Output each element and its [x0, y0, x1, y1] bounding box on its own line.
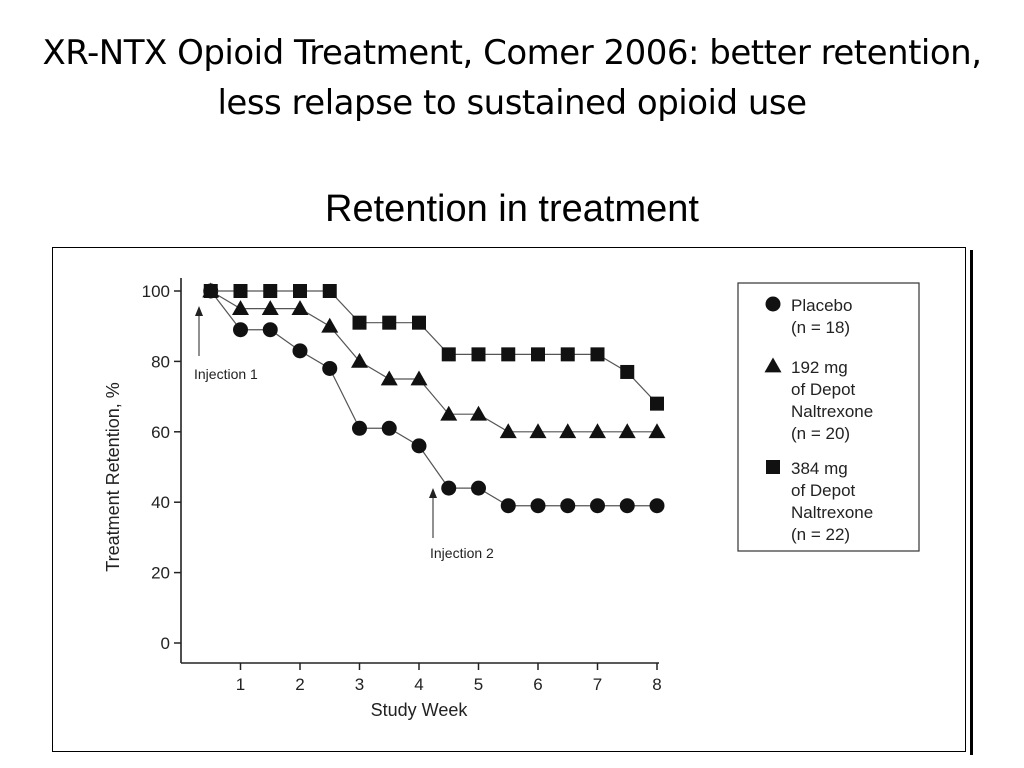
data-point-triangle [589, 423, 606, 439]
data-point-circle [590, 498, 605, 514]
data-point-circle [381, 420, 397, 436]
y-tick-label: 100 [142, 282, 170, 301]
data-point-triangle [470, 405, 487, 421]
legend-label: Naltrexone [791, 402, 873, 421]
data-point-triangle [559, 423, 577, 439]
x-tick-label: 1 [236, 675, 245, 694]
data-point-square [203, 284, 218, 298]
series-line-square [210, 290, 658, 405]
data-point-square [322, 284, 337, 298]
x-tick-label: 7 [593, 675, 602, 694]
legend-label: (n = 20) [791, 424, 850, 443]
x-tick-label: 5 [474, 675, 483, 694]
series-line-triangle [210, 290, 657, 433]
figure-frame-edge [970, 250, 973, 755]
x-tick-label: 2 [295, 675, 304, 694]
data-point-square [382, 315, 397, 330]
x-tick-label: 6 [533, 675, 542, 694]
data-point-triangle [261, 300, 279, 315]
data-point-square [441, 347, 456, 362]
data-point-triangle [410, 370, 428, 386]
x-tick-label: 3 [355, 675, 364, 694]
data-point-circle [530, 498, 546, 514]
data-point-circle [352, 420, 367, 436]
data-point-square [531, 347, 545, 362]
data-point-square [501, 347, 516, 362]
legend-label: of Depot [791, 481, 856, 500]
legend-marker-triangle [764, 357, 782, 373]
data-point-circle [560, 498, 576, 514]
data-point-square [263, 284, 278, 298]
data-point-triangle [529, 423, 547, 439]
data-point-square [352, 315, 367, 330]
figure-frame [52, 247, 966, 752]
legend-label: 384 mg [791, 459, 848, 478]
data-point-circle [500, 498, 516, 514]
y-tick-label: 20 [151, 564, 170, 583]
legend-marker-circle [765, 296, 781, 312]
data-point-circle [233, 322, 248, 338]
legend-marker-square [766, 460, 780, 474]
data-point-triangle [499, 423, 517, 439]
legend-label: (n = 22) [791, 525, 850, 544]
data-point-square [590, 347, 605, 362]
data-point-square [471, 347, 486, 362]
data-point-circle [441, 480, 457, 496]
legend-label: Placebo [791, 296, 852, 315]
y-tick-label: 0 [161, 634, 170, 653]
data-point-circle [411, 438, 427, 454]
injection-2-label: Injection 2 [430, 545, 494, 561]
chart-subtitle: Retention in treatment [325, 188, 699, 230]
slide-title: XR-NTX Opioid Treatment, Comer 2006: bet… [42, 33, 982, 123]
y-axis-label: Treatment Retention, % [103, 382, 123, 571]
injection-1-arrowhead [195, 306, 203, 316]
x-tick-label: 8 [652, 675, 661, 694]
data-point-triangle [380, 370, 398, 386]
data-point-circle [619, 498, 635, 514]
data-point-square [233, 284, 248, 298]
y-tick-label: 60 [151, 423, 170, 442]
legend-label: of Depot [791, 380, 856, 399]
legend-box [737, 282, 920, 552]
y-tick-label: 40 [151, 493, 170, 512]
x-tick-label: 4 [414, 675, 423, 694]
data-point-triangle [351, 352, 368, 368]
data-point-circle [649, 498, 665, 514]
data-point-circle [471, 480, 486, 496]
injection-1-label: Injection 1 [194, 366, 258, 382]
x-axis-label: Study Week [371, 700, 469, 720]
data-point-triangle [291, 300, 309, 315]
injection-2-arrowhead [429, 488, 437, 498]
data-point-triangle [618, 423, 636, 439]
data-point-triangle [648, 423, 666, 439]
legend-label: 192 mg [791, 358, 848, 377]
data-point-square [650, 396, 664, 411]
data-point-circle [262, 322, 278, 338]
data-point-triangle [440, 405, 458, 421]
data-point-triangle [232, 300, 249, 315]
data-point-circle [292, 343, 308, 359]
data-point-square [620, 364, 635, 379]
data-point-triangle [321, 317, 339, 333]
data-point-square [412, 315, 426, 330]
legend-label: (n = 18) [791, 318, 850, 337]
data-point-square [293, 284, 307, 298]
legend-label: Naltrexone [791, 503, 873, 522]
data-point-square [560, 347, 575, 362]
data-point-circle [322, 360, 338, 376]
y-tick-label: 80 [151, 352, 170, 371]
series-line-circle [210, 290, 657, 507]
